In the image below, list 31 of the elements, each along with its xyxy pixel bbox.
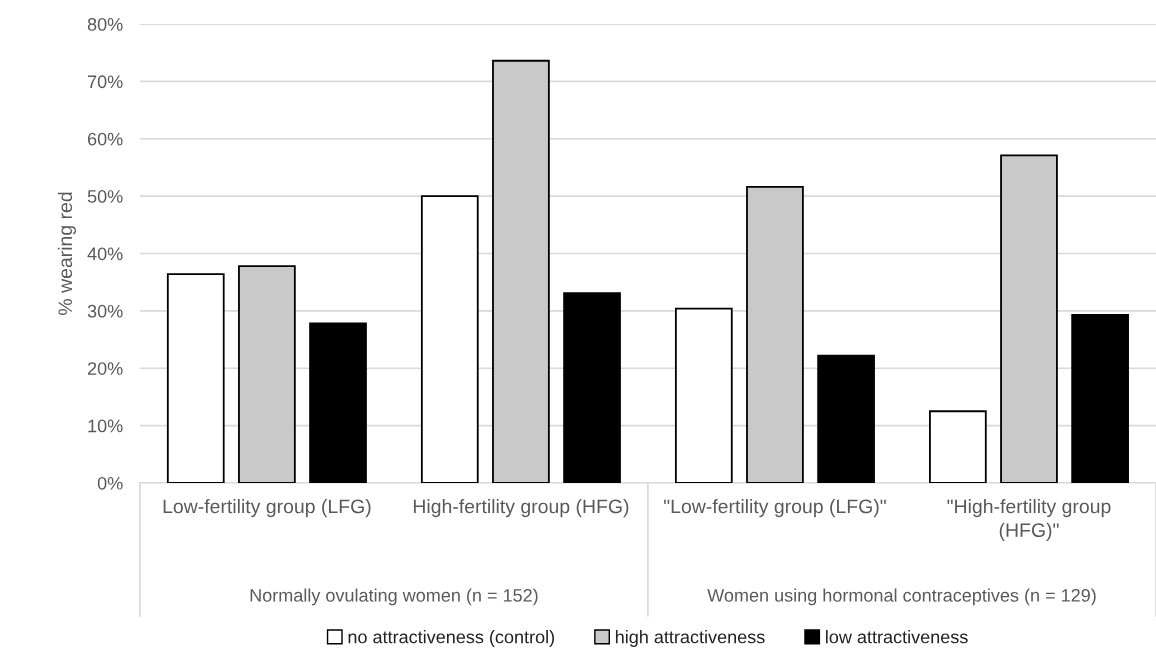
y-tick-label: 20% — [87, 362, 123, 375]
legend-label: no attractiveness (control) — [348, 630, 555, 647]
y-tick-label: 40% — [87, 247, 123, 261]
bar — [309, 322, 367, 483]
y-tick-label: 50% — [87, 190, 123, 203]
x-tick-label: "High-fertility group (HFG)" — [947, 499, 1111, 541]
x-tick-label: High-fertility group (HFG) — [413, 499, 629, 518]
y-tick-label: 30% — [87, 304, 123, 318]
text: Normally ovulating women (n = 152) — [250, 588, 538, 606]
bar — [929, 410, 987, 483]
y-tick-label: 70% — [88, 75, 123, 89]
legend-label: low attractiveness — [826, 630, 968, 644]
bar — [492, 59, 550, 483]
legend-label: high attractiveness — [615, 630, 765, 647]
bar — [817, 354, 875, 483]
bar — [563, 292, 621, 483]
bar — [746, 186, 804, 483]
x-tick-label: "Low-fertility group (LFG)" — [664, 499, 886, 518]
bar — [1071, 313, 1129, 483]
y-axis-title: % wearing red — [57, 192, 76, 315]
y-tick-label: 80% — [87, 17, 123, 31]
bar — [420, 195, 479, 483]
bar — [1000, 154, 1058, 483]
bar — [674, 307, 733, 483]
y-tick-label: 60% — [87, 132, 123, 146]
x-tick-label: Low-fertility group (LFG) — [163, 499, 371, 518]
y-tick-label: 10% — [88, 419, 123, 433]
y-tick-label: 0% — [97, 476, 123, 490]
text: Women using hormonal contraceptives (n = 129) — [707, 588, 1096, 606]
bar — [166, 273, 225, 483]
bar — [238, 265, 296, 483]
